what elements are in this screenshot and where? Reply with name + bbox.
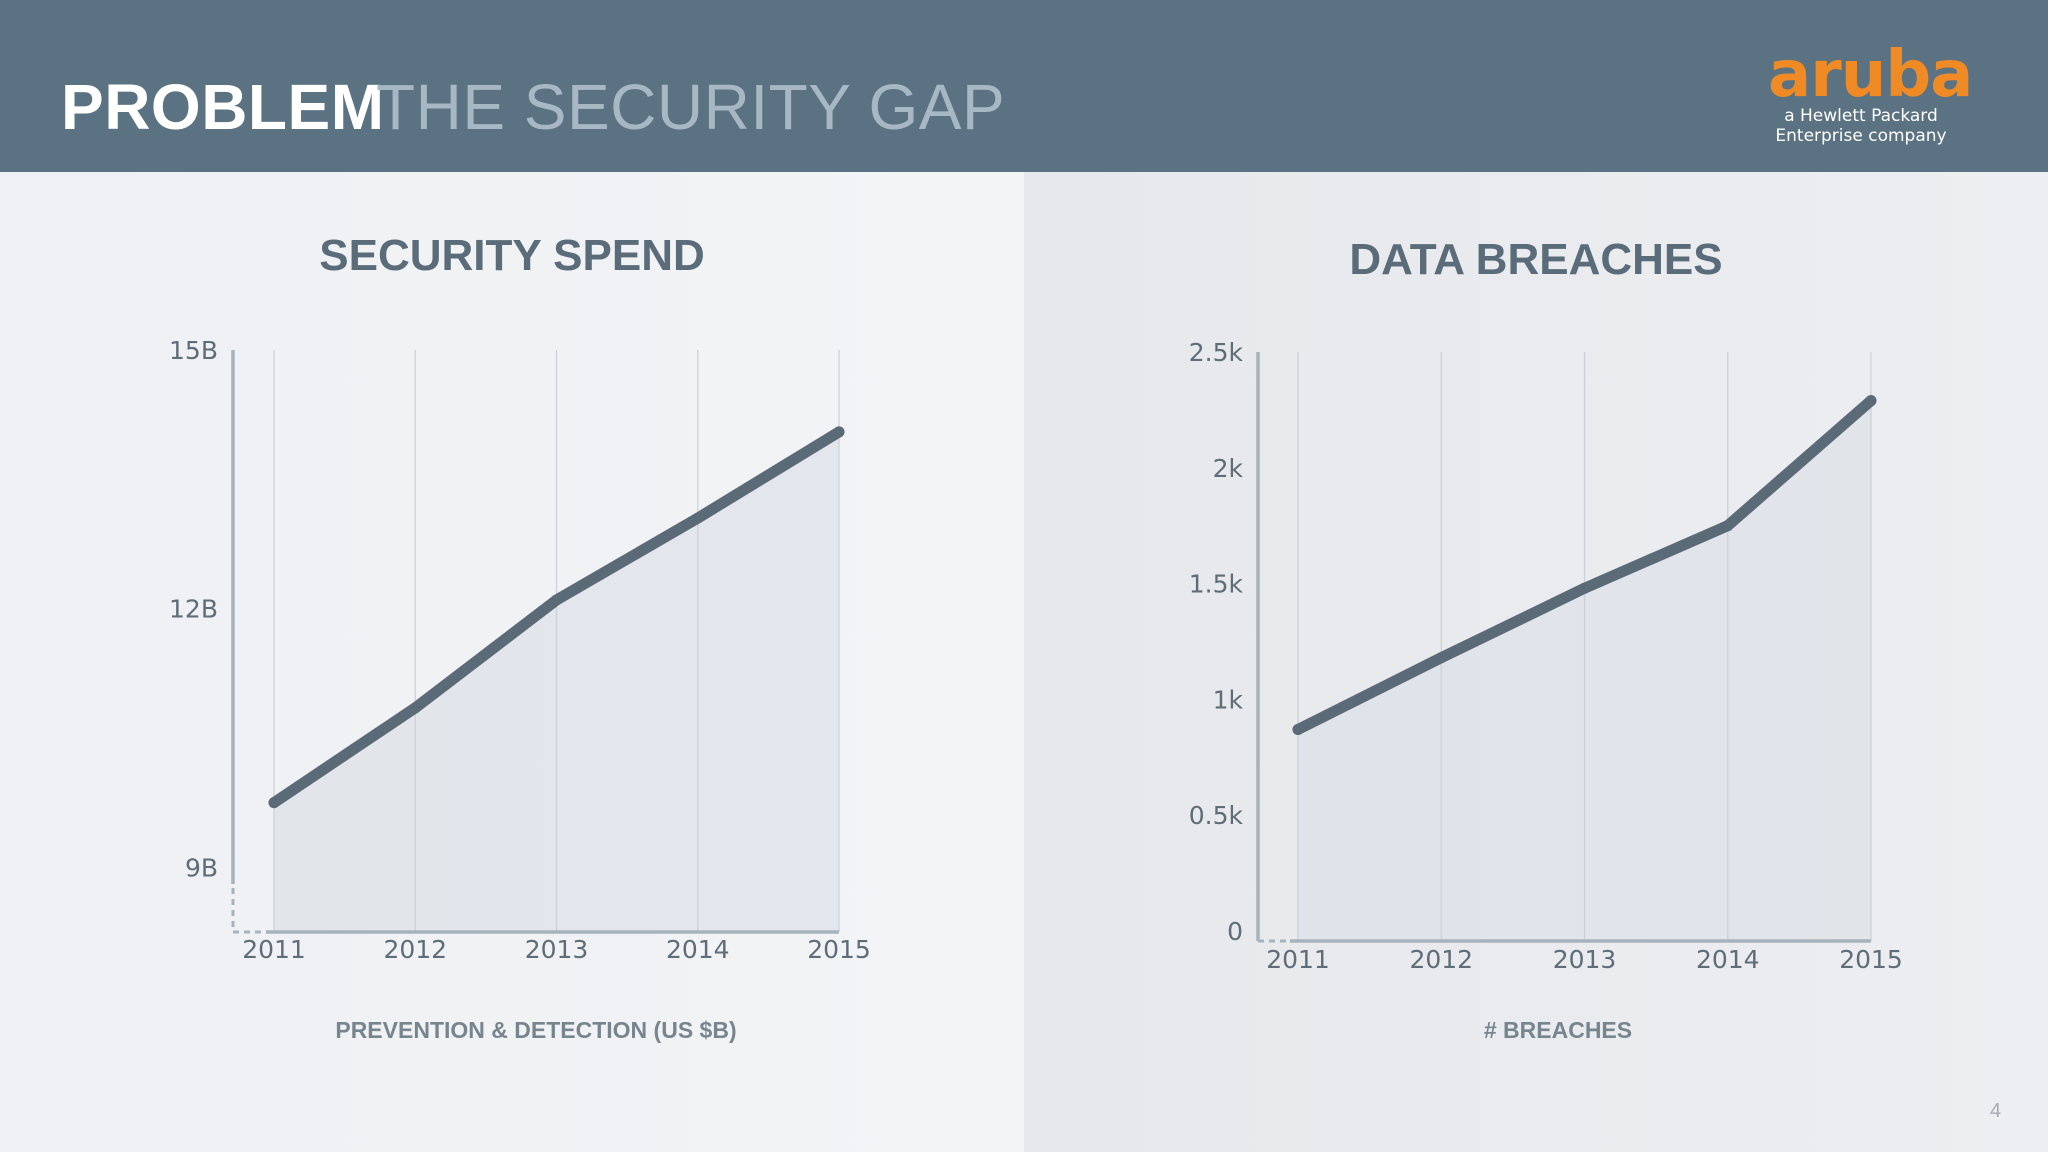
chart-title: SECURITY SPEND xyxy=(319,231,705,280)
data-point-2015 xyxy=(1865,395,1877,407)
x-tick-label: 2014 xyxy=(1696,945,1760,974)
y-tick-label: 1.5k xyxy=(1189,570,1244,599)
data-point-2012 xyxy=(409,702,421,714)
x-tick-label: 2014 xyxy=(666,935,730,964)
data-point-2014 xyxy=(692,512,704,524)
x-tick-label: 2013 xyxy=(1553,945,1617,974)
x-tick-label: 2013 xyxy=(525,935,589,964)
data-point-2013 xyxy=(1579,582,1590,594)
slide-title-strong: PROBLEM xyxy=(61,71,385,143)
y-tick-label: 12B xyxy=(169,595,218,624)
y-tick-label: 2.5k xyxy=(1189,338,1244,367)
x-tick-label: 2011 xyxy=(242,935,306,964)
data-point-2011 xyxy=(268,797,280,809)
x-tick-label: 2015 xyxy=(1839,945,1903,974)
data-point-2014 xyxy=(1722,520,1734,532)
x-axis-label: PREVENTION & DETECTION (US $B) xyxy=(335,1017,736,1043)
y-tick-label: 9B xyxy=(185,853,218,882)
x-tick-label: 2012 xyxy=(383,935,447,964)
x-tick-label: 2015 xyxy=(807,935,871,964)
y-tick-label: 0.5k xyxy=(1189,801,1244,830)
y-tick-label: 0 xyxy=(1227,917,1243,946)
slide-title-light: THE SECURITY GAP xyxy=(376,71,1006,143)
data-point-2013 xyxy=(551,594,562,606)
data-point-2011 xyxy=(1292,724,1304,736)
page-number: 4 xyxy=(1990,1100,2002,1122)
y-tick-label: 1k xyxy=(1213,685,1244,714)
x-tick-label: 2011 xyxy=(1266,945,1330,974)
data-point-2015 xyxy=(833,426,845,438)
x-axis-label: # BREACHES xyxy=(1484,1017,1632,1043)
y-tick-label: 15B xyxy=(169,336,218,365)
chart-title: DATA BREACHES xyxy=(1349,235,1722,284)
y-tick-label: 2k xyxy=(1213,454,1244,483)
logo-tagline-1: a Hewlett Packard xyxy=(1784,106,1938,126)
logo-wordmark: aruba xyxy=(1768,38,1973,112)
x-tick-label: 2012 xyxy=(1409,945,1473,974)
logo-tagline-2: Enterprise company xyxy=(1775,126,1947,146)
data-point-2012 xyxy=(1435,652,1447,664)
header-bar: PROBLEM THE SECURITY GAP aruba a Hewlett… xyxy=(0,0,2048,172)
